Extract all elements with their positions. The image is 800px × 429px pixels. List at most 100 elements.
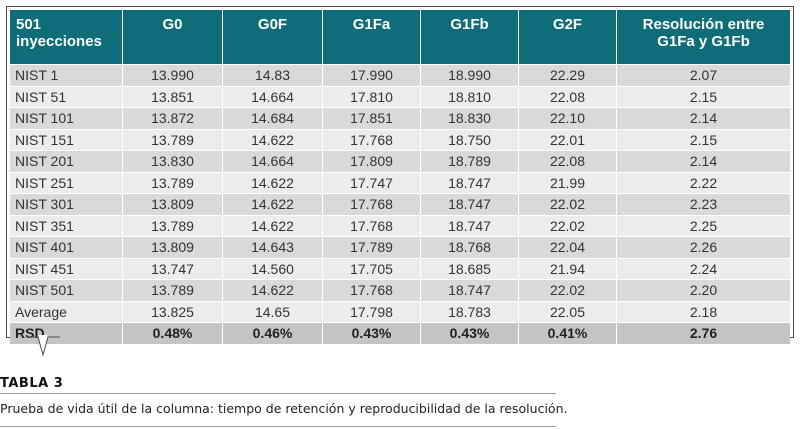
table-cell: 2.26 bbox=[617, 236, 790, 258]
table-cell: 2.15 bbox=[617, 85, 790, 107]
table-cell: 14.65 bbox=[223, 300, 323, 322]
table-cell: 21.99 bbox=[519, 171, 617, 193]
table-cell: 13.851 bbox=[123, 85, 223, 107]
table-cell: 17.768 bbox=[323, 279, 421, 301]
row-label: NIST 1 bbox=[10, 64, 123, 86]
table-cell: 0.41% bbox=[519, 322, 617, 344]
table-cell: 18.747 bbox=[421, 193, 519, 215]
table-cell: 22.02 bbox=[519, 279, 617, 301]
caption-text: Prueba de vida útil de la columna: tiemp… bbox=[0, 401, 568, 416]
caption-divider-bottom bbox=[0, 426, 556, 427]
table-cell: 18.789 bbox=[421, 150, 519, 172]
table-cell: 22.02 bbox=[519, 193, 617, 215]
table-cell: 18.783 bbox=[421, 300, 519, 322]
row-label: NIST 401 bbox=[10, 236, 123, 258]
table-cell: 2.23 bbox=[617, 193, 790, 215]
table-cell: 18.830 bbox=[421, 107, 519, 129]
table-cell: 14.622 bbox=[223, 214, 323, 236]
table-cell: 2.18 bbox=[617, 300, 790, 322]
row-label: NIST 351 bbox=[10, 214, 123, 236]
table-cell: 13.809 bbox=[123, 193, 223, 215]
table-cell: 2.14 bbox=[617, 150, 790, 172]
table-cell: 13.789 bbox=[123, 171, 223, 193]
table-cell: 22.10 bbox=[519, 107, 617, 129]
table-cell: 2.76 bbox=[617, 322, 790, 344]
table-cell: 14.664 bbox=[223, 85, 323, 107]
table-cell: 0.43% bbox=[421, 322, 519, 344]
table-cell: 13.747 bbox=[123, 257, 223, 279]
table-cell: 14.622 bbox=[223, 279, 323, 301]
header-row: 501 inyecciones G0 G0F G1Fa G1Fb G2F Resolución… bbox=[10, 10, 790, 64]
table-cell: 17.768 bbox=[323, 128, 421, 150]
table-cell: 17.768 bbox=[323, 193, 421, 215]
column-header: G0 bbox=[123, 10, 223, 64]
table-row: NIST 151 13.789 14.622 17.768 18.750 22.01 2.1… bbox=[10, 128, 790, 150]
row-label: Average bbox=[10, 300, 123, 322]
row-label: NIST 251 bbox=[10, 171, 123, 193]
table-row: NIST 201 13.830 14.664 17.809 18.789 22.08 2.1… bbox=[10, 150, 790, 172]
table-row: NIST 251 13.789 14.622 17.747 18.747 21.99 2.2… bbox=[10, 171, 790, 193]
table-row: Average 13.825 14.65 17.798 18.783 22.05 2.18 bbox=[10, 300, 790, 322]
row-label: NIST 451 bbox=[10, 257, 123, 279]
table-cell: 18.747 bbox=[421, 279, 519, 301]
table-cell: 13.789 bbox=[123, 128, 223, 150]
table-cell: 2.14 bbox=[617, 107, 790, 129]
table-frame: 501 inyecciones G0 G0F G1Fa G1Fb G2F Resolución… bbox=[6, 6, 794, 344]
table-row: NIST 451 13.747 14.560 17.705 18.685 21.94 2.2… bbox=[10, 257, 790, 279]
table-row: NIST 401 13.809 14.643 17.789 18.768 22.04 2.2… bbox=[10, 236, 790, 258]
table-cell: 13.789 bbox=[123, 279, 223, 301]
table-row: NIST 1 13.990 14.83 17.990 18.990 22.29 2.07 bbox=[10, 64, 790, 86]
table-cell: 13.789 bbox=[123, 214, 223, 236]
table-row: NIST 351 13.789 14.622 17.768 18.747 22.02 2.2… bbox=[10, 214, 790, 236]
column-header: 501 inyecciones bbox=[10, 10, 123, 64]
row-label: NIST 101 bbox=[10, 107, 123, 129]
table-cell: 14.83 bbox=[223, 64, 323, 86]
table-row: NIST 51 13.851 14.664 17.810 18.810 22.08 2.15 bbox=[10, 85, 790, 107]
table-cell: 2.22 bbox=[617, 171, 790, 193]
table-cell: 13.825 bbox=[123, 300, 223, 322]
table-cell: 14.622 bbox=[223, 193, 323, 215]
table-cell: 14.643 bbox=[223, 236, 323, 258]
table-cell: 14.560 bbox=[223, 257, 323, 279]
table-cell: 18.747 bbox=[421, 214, 519, 236]
table-cell: 22.05 bbox=[519, 300, 617, 322]
table-cell: 2.24 bbox=[617, 257, 790, 279]
table-cell: 2.15 bbox=[617, 128, 790, 150]
table-cell: 0.48% bbox=[123, 322, 223, 344]
table-cell: 22.04 bbox=[519, 236, 617, 258]
table-cell: 13.809 bbox=[123, 236, 223, 258]
table-cell: 17.798 bbox=[323, 300, 421, 322]
table-cell: 22.08 bbox=[519, 150, 617, 172]
table-row: NIST 301 13.809 14.622 17.768 18.747 22.02 2.2… bbox=[10, 193, 790, 215]
table-cell: 13.830 bbox=[123, 150, 223, 172]
table-cell: 17.851 bbox=[323, 107, 421, 129]
table-cell: 2.25 bbox=[617, 214, 790, 236]
table-cell: 14.664 bbox=[223, 150, 323, 172]
column-header: G2F bbox=[519, 10, 617, 64]
column-header: G1Fa bbox=[323, 10, 421, 64]
table-cell: 17.747 bbox=[323, 171, 421, 193]
table-cell: 17.789 bbox=[323, 236, 421, 258]
table-cell: 14.622 bbox=[223, 171, 323, 193]
table-cell: 17.809 bbox=[323, 150, 421, 172]
table-cell: 22.01 bbox=[519, 128, 617, 150]
column-header: Resolución entre G1Fa y G1Fb bbox=[617, 10, 790, 64]
table-cell: 18.990 bbox=[421, 64, 519, 86]
table-cell: 17.990 bbox=[323, 64, 421, 86]
table-body: NIST 1 13.990 14.83 17.990 18.990 22.29 2.07 NI… bbox=[10, 64, 790, 344]
rsd-row: RSD 0.48% 0.46% 0.43% 0.43% 0.41% 2.76 bbox=[10, 322, 790, 344]
table-cell: 18.750 bbox=[421, 128, 519, 150]
table-cell: 2.07 bbox=[617, 64, 790, 86]
row-label: NIST 51 bbox=[10, 85, 123, 107]
table-cell: 18.768 bbox=[421, 236, 519, 258]
table-cell: 0.43% bbox=[323, 322, 421, 344]
column-header: G0F bbox=[223, 10, 323, 64]
table-cell: 13.990 bbox=[123, 64, 223, 86]
table-cell: 18.747 bbox=[421, 171, 519, 193]
caption-divider-top bbox=[0, 393, 556, 394]
row-label: NIST 501 bbox=[10, 279, 123, 301]
table-cell: 22.29 bbox=[519, 64, 617, 86]
table-cell: 0.46% bbox=[223, 322, 323, 344]
table-cell: 18.685 bbox=[421, 257, 519, 279]
table-cell: 22.02 bbox=[519, 214, 617, 236]
